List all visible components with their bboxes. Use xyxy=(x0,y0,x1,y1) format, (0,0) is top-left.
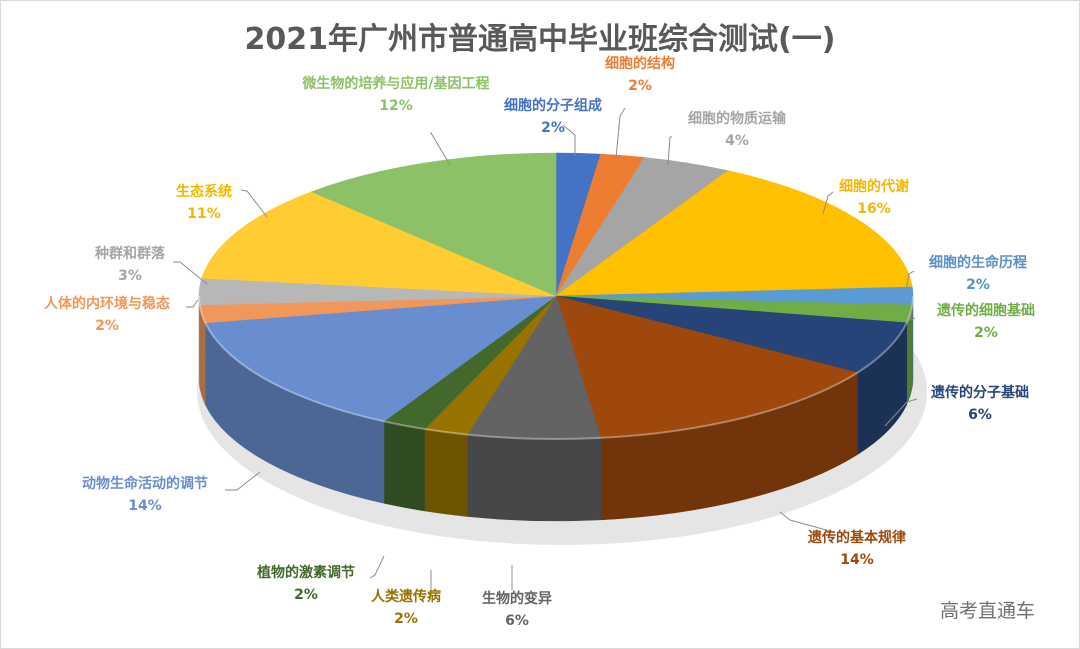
data-label-percent: 12% xyxy=(379,98,413,114)
leader-line xyxy=(667,136,672,166)
data-label-name: 人类遗传病 xyxy=(371,589,441,605)
data-label: 遗传的分子基础 6% xyxy=(931,382,1029,426)
leader-line xyxy=(884,398,918,427)
data-label-percent: 16% xyxy=(857,201,891,217)
data-label-name: 遗传的分子基础 xyxy=(931,385,1029,401)
data-label-name: 遗传的基本规律 xyxy=(808,530,906,546)
leader-line xyxy=(909,309,916,321)
pie-sides xyxy=(198,295,914,522)
data-label-percent: 2% xyxy=(294,587,318,603)
data-label-percent: 11% xyxy=(187,206,221,222)
leader-line xyxy=(173,261,208,285)
data-label-percent: 2% xyxy=(95,318,119,334)
data-label: 细胞的代谢 16% xyxy=(839,176,909,220)
data-label-name: 细胞的分子组成 xyxy=(504,98,602,114)
leader-line xyxy=(240,189,268,218)
leader-line xyxy=(779,511,831,532)
data-label-percent: 6% xyxy=(968,407,992,423)
pie-side-segment xyxy=(466,434,601,522)
leader-line xyxy=(905,270,915,291)
leader-line xyxy=(225,471,261,491)
data-label-name: 细胞的结构 xyxy=(605,56,675,72)
data-label-name: 细胞的物质运输 xyxy=(688,111,786,127)
leader-line xyxy=(186,299,199,308)
pie-side-segment xyxy=(424,428,468,517)
pie-slice[interactable] xyxy=(204,295,558,422)
leader-line xyxy=(822,191,834,215)
leader-line xyxy=(430,132,451,166)
pie-slice[interactable] xyxy=(555,295,908,373)
data-label-percent: 3% xyxy=(118,268,142,284)
data-label: 细胞的分子组成 2% xyxy=(504,95,602,139)
leader-line xyxy=(562,124,576,156)
data-label: 人体的内环境与稳态 2% xyxy=(44,293,170,337)
data-label-percent: 2% xyxy=(966,277,990,293)
data-label-percent: 2% xyxy=(628,78,652,94)
data-label: 种群和群落 3% xyxy=(95,243,165,287)
data-label-name: 细胞的生命历程 xyxy=(929,255,1027,271)
data-label: 细胞的结构 2% xyxy=(605,53,675,97)
data-label-percent: 14% xyxy=(840,552,874,568)
data-label: 生物的变异 6% xyxy=(482,588,552,632)
data-label: 遗传的细胞基础 2% xyxy=(937,300,1035,344)
leader-line xyxy=(615,107,626,159)
data-label-name: 动物生命活动的调节 xyxy=(82,476,208,492)
data-label-name: 生态系统 xyxy=(176,184,232,200)
data-label-name: 人体的内环境与稳态 xyxy=(44,296,170,312)
data-label-name: 植物的激素调节 xyxy=(257,565,355,581)
pie-slice[interactable] xyxy=(466,295,602,440)
data-label-percent: 4% xyxy=(725,133,749,149)
data-label-name: 种群和群落 xyxy=(95,246,165,262)
chart-title: 2021年广州市普通高中毕业班综合测试(一) xyxy=(244,22,836,57)
data-label: 遗传的基本规律 14% xyxy=(808,527,906,571)
data-label-percent: 2% xyxy=(974,325,998,341)
pie-slice[interactable] xyxy=(310,152,557,297)
data-label-name: 细胞的代谢 xyxy=(839,179,909,195)
pie-top xyxy=(198,152,914,440)
watermark: 高考直通车 xyxy=(940,600,1036,622)
pie-slice[interactable] xyxy=(555,295,859,439)
data-label: 动物生命活动的调节 14% xyxy=(82,473,208,517)
data-label: 微生物的培养与应用/基因工程 12% xyxy=(302,73,489,117)
pie-rim-highlight xyxy=(198,295,914,440)
pie-slice[interactable] xyxy=(201,191,557,297)
data-label-name: 生物的变异 xyxy=(482,591,552,607)
data-label-percent: 2% xyxy=(394,611,418,627)
data-label-name: 微生物的培养与应用/基因工程 xyxy=(302,76,490,92)
data-label-name: 遗传的细胞基础 xyxy=(937,303,1035,319)
leader-lines xyxy=(173,107,918,596)
data-label: 细胞的生命历程 2% xyxy=(929,252,1027,296)
data-label: 细胞的物质运输 4% xyxy=(688,108,786,152)
pie-slice[interactable] xyxy=(555,170,913,297)
leader-line xyxy=(369,555,385,579)
data-label: 生态系统 11% xyxy=(176,181,232,225)
data-label: 植物的激素调节 2% xyxy=(257,562,355,606)
data-label: 人类遗传病 2% xyxy=(371,586,441,630)
data-label-percent: 14% xyxy=(128,498,162,514)
data-label-percent: 2% xyxy=(541,120,565,136)
data-label-percent: 6% xyxy=(505,613,529,629)
pie-side-segment xyxy=(383,421,425,512)
